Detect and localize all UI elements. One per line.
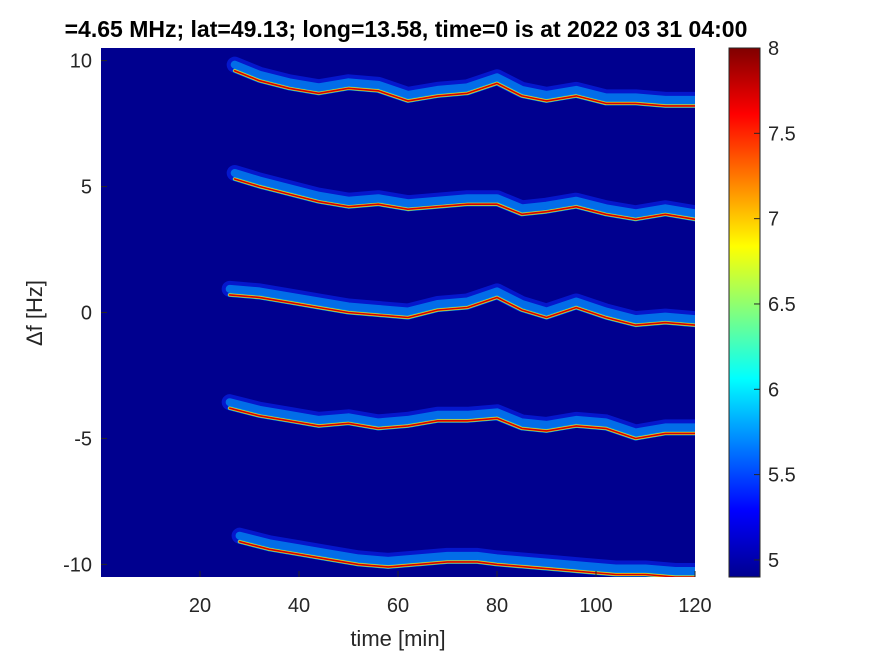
colorbar-tick-label: 7: [768, 209, 779, 231]
x-tick-label: 80: [486, 595, 508, 617]
trace-2-layer-5: [233, 178, 695, 221]
trace-2: [226, 165, 695, 222]
trace-3-layer-5: [228, 294, 695, 326]
y-tick-label: 10: [70, 51, 92, 73]
traces-layer: [221, 56, 695, 577]
colorbar-tick-label: 6: [768, 379, 779, 401]
y-tick-label: -5: [74, 428, 92, 450]
trace-3-layer-2: [225, 284, 695, 324]
x-tick-label: 60: [387, 595, 409, 617]
x-tick-label: 40: [288, 595, 310, 617]
trace-1-layer-5: [233, 69, 695, 107]
trace-4: [221, 394, 695, 441]
x-tick-label: 100: [579, 595, 612, 617]
trace-5-layer-5: [238, 540, 695, 577]
x-axis-label: time [min]: [350, 626, 445, 651]
chart-title: =4.65 MHz; lat=49.13; long=13.58, time=0…: [65, 16, 748, 42]
trace-5: [231, 527, 695, 577]
trace-3: [221, 280, 695, 328]
colorbar-tick-label: 8: [768, 38, 779, 60]
colorbar-gradient: [728, 47, 761, 578]
x-tick-label: 120: [678, 595, 711, 617]
colorbar-tick-label: 6.5: [768, 294, 796, 316]
plot-area: [101, 48, 695, 577]
y-ticks: 10 5 0 -5 -10: [63, 51, 107, 576]
trace-1: [226, 56, 695, 108]
y-tick-label: 0: [81, 303, 92, 325]
x-tick-label: 20: [189, 595, 211, 617]
x-ticks: 20 40 60 80 100 120: [189, 571, 712, 617]
trace-2-layer-2: [230, 169, 695, 218]
y-axis-label: Δf [Hz]: [22, 280, 47, 346]
trace-5-layer-2: [235, 531, 695, 575]
trace-1-layer-2: [230, 60, 695, 104]
colorbar: 5 5.5 6 6.5 7 7.5 8: [728, 38, 796, 578]
y-tick-label: 5: [81, 177, 92, 199]
colorbar-tick-label: 5.5: [768, 465, 796, 487]
colorbar-tick-label: 7.5: [768, 123, 796, 145]
colorbar-tick-label: 5: [768, 550, 779, 572]
trace-4-layer-5: [228, 407, 695, 440]
colorbar-ticks: 5 5.5 6 6.5 7 7.5 8: [754, 38, 796, 572]
trace-4-layer-2: [225, 398, 695, 437]
y-tick-label: -10: [63, 554, 92, 576]
